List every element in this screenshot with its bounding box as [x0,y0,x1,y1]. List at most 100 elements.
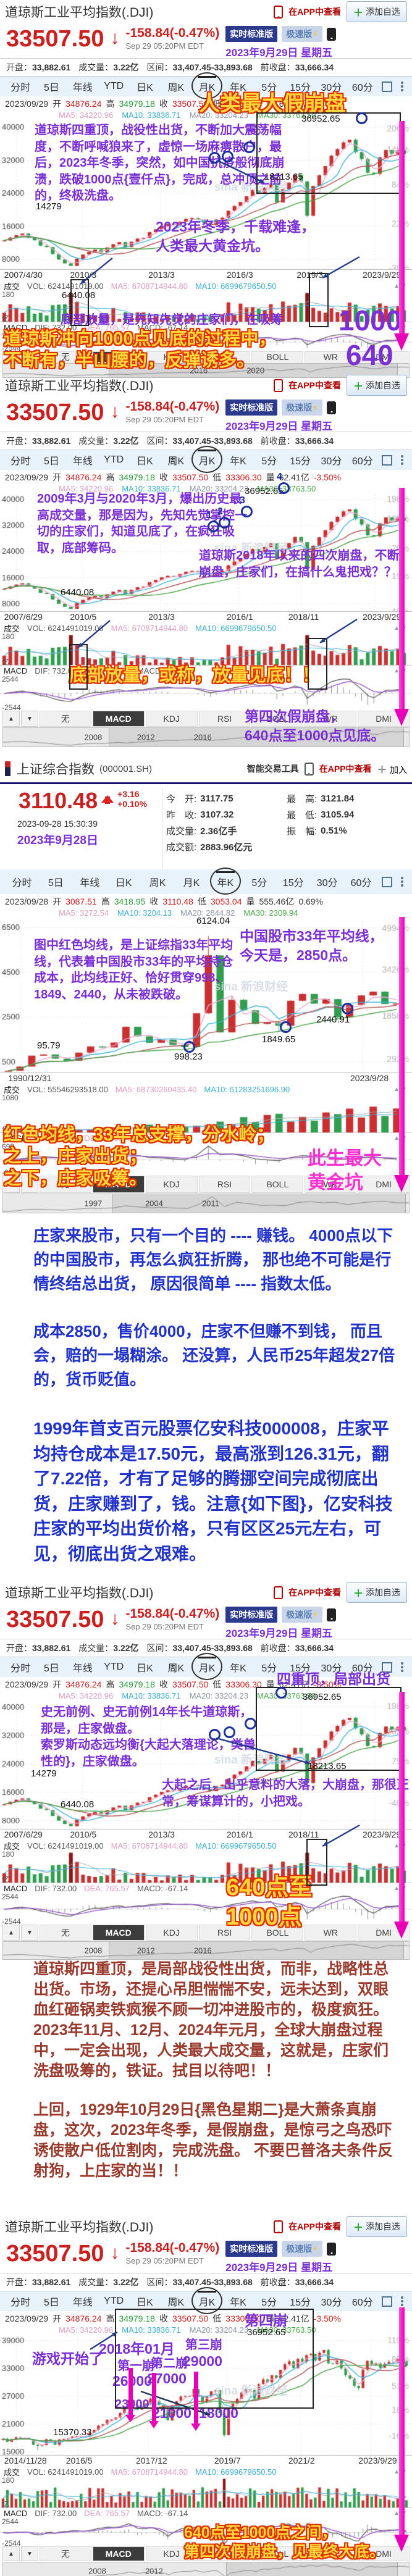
view-in-app-link[interactable]: 在APP中查看 [288,1587,341,1597]
add-watchlist-button[interactable]: ＋添加自选 [346,375,407,396]
fast-version-badge[interactable]: 极速版⚡ [282,399,323,416]
tab-15分[interactable]: 15分 [290,456,311,467]
pane-arrows-icon[interactable]: ▲▼ [393,1135,408,1142]
tab-30分[interactable]: 30分 [321,83,342,93]
tab-15分[interactable]: 15分 [282,878,304,889]
chart-scrollbar[interactable]: 2008 2012 [2,2562,410,2576]
more-menu-icon[interactable] [401,85,403,88]
tab-月K[interactable]: 月K [191,1657,222,1677]
tab-年K[interactable]: 年K [230,83,246,93]
indicator-tab-KDJ[interactable]: KDJ [145,711,198,727]
more-menu-icon[interactable] [401,2300,403,2302]
join-button[interactable]: ＋ 加入 [377,765,407,776]
add-watchlist-button[interactable]: ＋添加自选 [346,2216,407,2237]
more-menu-icon[interactable] [401,880,403,883]
indicator-tab-WR[interactable]: WR [305,1925,357,1941]
indicator-tab-DMI[interactable]: DMI [358,1176,410,1193]
indicator-nav-icon[interactable]: ▲ [2,351,20,362]
indicator-tab-MACD[interactable]: MACD [92,711,145,727]
indicator-tab-WR[interactable]: WR [305,1176,357,1193]
tab-年线[interactable]: 年线 [72,1663,93,1674]
tab-日K[interactable]: 日K [115,878,132,889]
tab-30分[interactable]: 30分 [321,1663,342,1674]
tab-周K[interactable]: 周K [167,2298,185,2308]
more-menu-icon[interactable] [401,459,403,461]
indicator-tab-RSI[interactable]: RSI [198,711,251,727]
indicator-tab-BOLL[interactable]: BOLL [251,2546,304,2561]
tab-YTD[interactable]: YTD [104,454,124,465]
indicator-tab-WR[interactable]: WR [305,711,357,727]
volume-chart[interactable]: 180 亿 [0,290,412,323]
indicator-tab-无[interactable]: 无 [40,2546,91,2561]
realtime-standard-badge[interactable]: 实时标准版 [225,26,278,42]
indicator-tab-RSI[interactable]: RSI [198,351,251,362]
indicator-tab-MACD[interactable]: MACD [92,2546,145,2561]
indicator-nav-icon[interactable]: ▼ [21,2546,38,2561]
tab-年线[interactable]: 年线 [80,878,100,889]
macd-chart[interactable]: 2544 -2544 [0,1892,412,1926]
tab-年线[interactable]: 年线 [72,83,93,93]
tab-月K[interactable]: 月K [183,878,200,889]
indicator-tab-RSI[interactable]: RSI [198,2546,251,2561]
tab-月K[interactable]: 月K [191,450,222,470]
view-in-app-link[interactable]: 在APP中查看 [288,2222,341,2231]
indicator-nav-icon[interactable]: ▲ [2,1925,20,1941]
indicator-nav-icon[interactable]: ▼ [21,351,38,362]
indicator-tab-RSI[interactable]: RSI [198,1925,251,1941]
tab-YTD[interactable]: YTD [104,2296,124,2306]
indicator-tab-无[interactable]: 无 [40,1925,91,1941]
indicator-tab-KDJ[interactable]: KDJ [145,2546,198,2561]
volume-chart[interactable]: 1080 亿 [0,1094,412,1134]
tab-日K[interactable]: 日K [137,83,153,93]
tab-5分[interactable]: 5分 [261,83,277,93]
pane-arrows-icon[interactable]: ▲▼ [393,2510,408,2517]
tab-月K[interactable]: 月K [191,2291,222,2311]
tab-分时[interactable]: 分时 [11,83,31,93]
tab-5日[interactable]: 5日 [44,2298,59,2308]
tab-60分[interactable]: 60分 [350,878,372,889]
tab-15分[interactable]: 15分 [290,2298,311,2308]
fullscreen-icon[interactable] [382,2296,392,2307]
indicator-tab-DMI[interactable]: DMI [358,1925,410,1941]
indicator-tab-DMI[interactable]: DMI [358,2546,410,2561]
tab-日K[interactable]: 日K [137,1663,153,1674]
indicator-tab-WR[interactable]: WR [305,2546,357,2561]
tab-年K[interactable]: 年K [230,1663,246,1674]
tab-周K[interactable]: 周K [167,1663,185,1674]
tab-5日[interactable]: 5日 [48,878,64,889]
indicator-tab-KDJ[interactable]: KDJ [145,351,198,362]
indicator-nav-icon[interactable]: ▼ [21,1925,38,1941]
tab-年线[interactable]: 年线 [72,456,93,467]
tab-5分[interactable]: 5分 [261,1663,277,1674]
tab-分时[interactable]: 分时 [11,456,31,467]
indicator-tab-KDJ[interactable]: KDJ [145,1925,198,1941]
indicator-tab-DMI[interactable]: DMI [358,351,410,362]
tab-YTD[interactable]: YTD [104,1662,124,1672]
indicator-tab-BOLL[interactable]: BOLL [251,1925,304,1941]
view-in-app-link[interactable]: 在APP中查看 [288,7,341,17]
tab-5分[interactable]: 5分 [251,878,267,889]
tab-5日[interactable]: 5日 [44,83,59,93]
pane-arrows-icon[interactable]: ▲▼ [393,667,408,674]
indicator-tab-无[interactable]: 无 [40,711,91,727]
indicator-tab-MACD[interactable]: MACD [92,1925,145,1941]
tab-YTD[interactable]: YTD [104,81,124,91]
macd-chart[interactable]: 2544 -2544 [0,2517,412,2548]
tab-30分[interactable]: 30分 [321,2298,342,2308]
add-watchlist-button[interactable]: ＋添加自选 [346,1582,407,1603]
indicator-tab-无[interactable]: 无 [40,351,91,362]
volume-chart[interactable]: 180 亿 [0,2476,412,2509]
indicator-tab-MACD[interactable]: MACD [92,1176,145,1193]
fast-version-badge[interactable]: 极速版⚡ [282,26,323,42]
fullscreen-icon[interactable] [382,1662,392,1673]
tab-60分[interactable]: 60分 [351,2298,373,2308]
realtime-standard-badge[interactable]: 实时标准版 [225,1607,278,1623]
indicator-tab-KDJ[interactable]: KDJ [145,1176,198,1193]
tab-日K[interactable]: 日K [137,456,153,467]
tab-15分[interactable]: 15分 [290,1663,311,1674]
view-in-app-link[interactable]: 在APP中查看 [288,380,341,390]
tab-年K[interactable]: 年K [230,456,246,467]
tab-60分[interactable]: 60分 [351,1663,373,1674]
price-chart[interactable]: sina 新浪财经 [0,919,412,1073]
pane-arrows-icon[interactable]: ▲▼ [393,1086,408,1093]
